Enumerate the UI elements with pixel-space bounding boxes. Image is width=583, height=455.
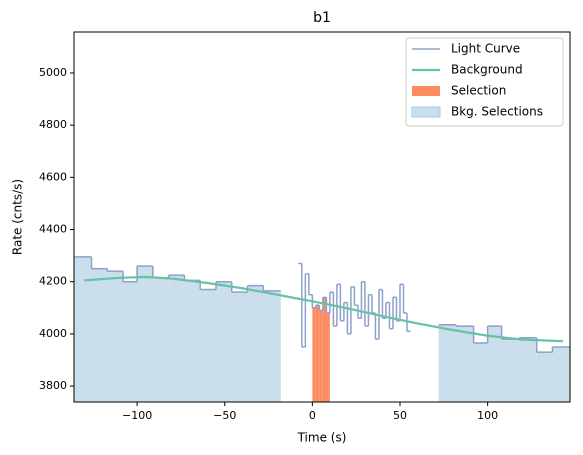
y-tick-label: 4800 — [39, 118, 67, 131]
bkg-fill — [200, 289, 216, 402]
bkg-fill — [123, 281, 138, 402]
bkg-fill — [552, 346, 570, 402]
x-tick-label: −100 — [122, 409, 152, 422]
y-axis-label: Rate (cnts/s) — [11, 179, 25, 255]
legend-label: Selection — [451, 84, 506, 98]
y-tick-label: 3800 — [39, 379, 67, 392]
x-tick-label: −50 — [213, 409, 236, 422]
y-tick-label: 4000 — [39, 327, 67, 340]
background-line — [84, 275, 564, 343]
x-tick-label: 50 — [393, 409, 407, 422]
legend-swatch — [412, 86, 440, 96]
y-tick-label: 4400 — [39, 223, 67, 236]
bkg-fill — [473, 343, 488, 402]
bkg-fill — [91, 268, 108, 402]
y-tick-label: 5000 — [39, 66, 67, 79]
bkg-fill — [536, 352, 553, 402]
selection-fill — [319, 310, 323, 402]
selection-fill — [315, 305, 320, 402]
bkg-fill — [487, 326, 502, 402]
bkg-fill — [74, 256, 92, 402]
bkg-fill — [519, 337, 537, 402]
y-tick-label: 4600 — [39, 170, 67, 183]
bkg-fill — [501, 339, 520, 402]
bkg-fill — [231, 292, 248, 402]
bkg-fill — [137, 266, 153, 402]
bkg-fill — [263, 290, 281, 402]
x-tick-label: 100 — [477, 409, 498, 422]
legend-label: Background — [451, 63, 523, 77]
legend-label: Light Curve — [451, 42, 520, 56]
y-tick-label: 4200 — [39, 275, 67, 288]
chart-title: b1 — [313, 10, 331, 26]
plot-frame — [73, 31, 571, 403]
bkg-fill — [152, 277, 169, 402]
selection-fill — [312, 307, 316, 402]
bkg-fill — [438, 324, 457, 402]
x-axis-label: Time (s) — [297, 431, 347, 445]
x-tick-label: 0 — [309, 409, 316, 422]
legend-swatch — [411, 106, 441, 118]
selection-fill — [322, 297, 327, 402]
selection-fill — [326, 313, 330, 402]
bkg-fill — [456, 326, 474, 402]
bkg-fill — [168, 275, 185, 402]
bkg-fill — [215, 281, 232, 402]
bkg-fill — [107, 271, 124, 402]
legend-label: Bkg. Selections — [451, 105, 543, 119]
legend-box — [405, 37, 564, 127]
bkg-fill — [247, 285, 264, 402]
bkg-fill — [184, 280, 201, 402]
